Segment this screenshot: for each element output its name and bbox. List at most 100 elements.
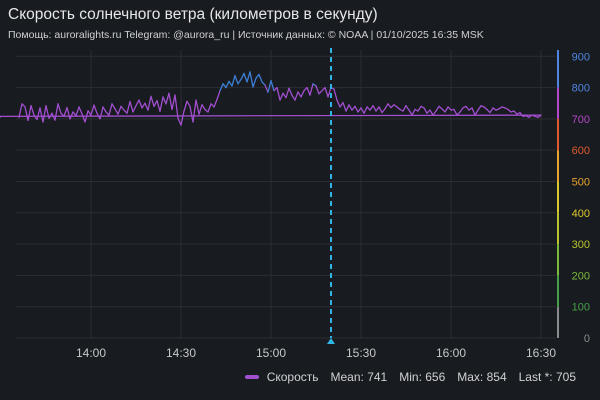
series-segment	[288, 87, 293, 97]
series-segment	[342, 101, 347, 112]
series-segment	[384, 103, 389, 110]
series-segment	[210, 103, 215, 108]
series-segment	[402, 105, 407, 112]
series-segment	[54, 103, 59, 121]
series-segment	[303, 86, 308, 92]
series-segment	[447, 106, 452, 111]
legend: Скорость Mean: 741 Min: 656 Max: 854 Las…	[244, 370, 576, 384]
series-segment	[396, 106, 401, 111]
grid	[16, 50, 556, 339]
time-marker	[327, 48, 335, 344]
series-segment	[486, 108, 491, 114]
series-segment	[390, 104, 395, 109]
y-tick-label: 100	[572, 302, 590, 314]
series-segment	[114, 108, 119, 115]
series-segment	[171, 94, 176, 111]
series-segment	[285, 87, 290, 99]
series-segment	[213, 98, 218, 108]
series-segment	[21, 103, 26, 108]
series-segment	[162, 96, 167, 105]
series-segment	[477, 105, 482, 111]
y-tick-label: 0	[584, 333, 590, 345]
series-segment	[72, 111, 77, 117]
series-segment	[66, 106, 71, 120]
series-segment	[150, 95, 155, 107]
series-segment	[159, 96, 164, 113]
now-marker-triangle[interactable]	[327, 338, 335, 344]
chart-title: Скорость солнечного ветра (километров в …	[8, 6, 378, 23]
series-segment	[282, 92, 287, 99]
series-segment	[90, 104, 95, 116]
series-segment	[207, 103, 212, 113]
series-segment	[135, 99, 140, 107]
legend-series-name[interactable]: Скорость	[266, 370, 319, 384]
series-segment	[111, 103, 116, 110]
series-segment	[348, 104, 353, 111]
series-segment	[357, 107, 362, 113]
series-segment	[219, 83, 224, 92]
series-segment	[183, 100, 188, 112]
series-segment	[291, 94, 296, 101]
series-segment	[432, 110, 437, 116]
series-segment	[216, 90, 221, 101]
series-segment	[186, 100, 191, 107]
series-segment	[252, 77, 257, 88]
series-segment	[138, 99, 143, 109]
series-segment	[258, 73, 263, 83]
series-segment	[126, 101, 131, 114]
series-segment	[246, 71, 251, 83]
y-tick-label: 900	[572, 51, 590, 63]
series-segment	[318, 90, 323, 95]
series-segment	[108, 103, 113, 116]
series-segment	[243, 72, 248, 83]
series-segment	[165, 92, 170, 105]
legend-swatch[interactable]	[244, 375, 259, 379]
series-segment	[366, 106, 371, 111]
series-segment	[387, 103, 392, 109]
series-segment	[180, 110, 185, 126]
series-segment	[315, 85, 320, 95]
series-segment	[198, 104, 203, 115]
series-segment	[189, 105, 194, 123]
series-segment	[30, 105, 35, 116]
series-segment	[327, 86, 332, 98]
series-segment	[228, 80, 233, 87]
series-segment	[177, 117, 182, 126]
series-segment	[381, 108, 386, 114]
series-segment	[456, 111, 461, 116]
series-segment	[168, 92, 173, 111]
legend-max: Max: 854	[457, 370, 507, 384]
series-segment	[339, 101, 344, 108]
series-segment	[231, 75, 236, 87]
series-segment	[36, 107, 41, 121]
series-segment	[438, 105, 443, 110]
series-segment	[309, 83, 314, 96]
series-segment	[144, 102, 149, 111]
series-segment	[375, 106, 380, 112]
series-segment	[240, 72, 245, 81]
series-segment	[378, 106, 383, 114]
series-segment	[267, 80, 272, 93]
x-tick-label: 15:00	[256, 346, 286, 360]
series-segment	[237, 78, 242, 85]
legend-min: Min: 656	[399, 370, 446, 384]
series-segment	[132, 105, 137, 113]
series-segment	[39, 107, 44, 123]
x-tick-label: 14:00	[76, 346, 106, 360]
series-segment	[360, 107, 365, 114]
series-segment	[297, 91, 302, 98]
series-segment	[294, 91, 299, 101]
series-segment	[117, 105, 122, 115]
y-tick-label: 600	[572, 145, 590, 157]
legend-last: Last *: 705	[518, 370, 576, 384]
series-segment	[261, 81, 266, 86]
series-segment	[78, 106, 83, 115]
series-segment	[270, 80, 275, 92]
series-segment	[93, 104, 98, 114]
y-tick-label: 800	[572, 83, 590, 95]
series-segment	[351, 105, 356, 111]
series-segment	[474, 109, 479, 116]
series-segment	[42, 105, 47, 123]
y-tick-label: 200	[572, 270, 590, 282]
